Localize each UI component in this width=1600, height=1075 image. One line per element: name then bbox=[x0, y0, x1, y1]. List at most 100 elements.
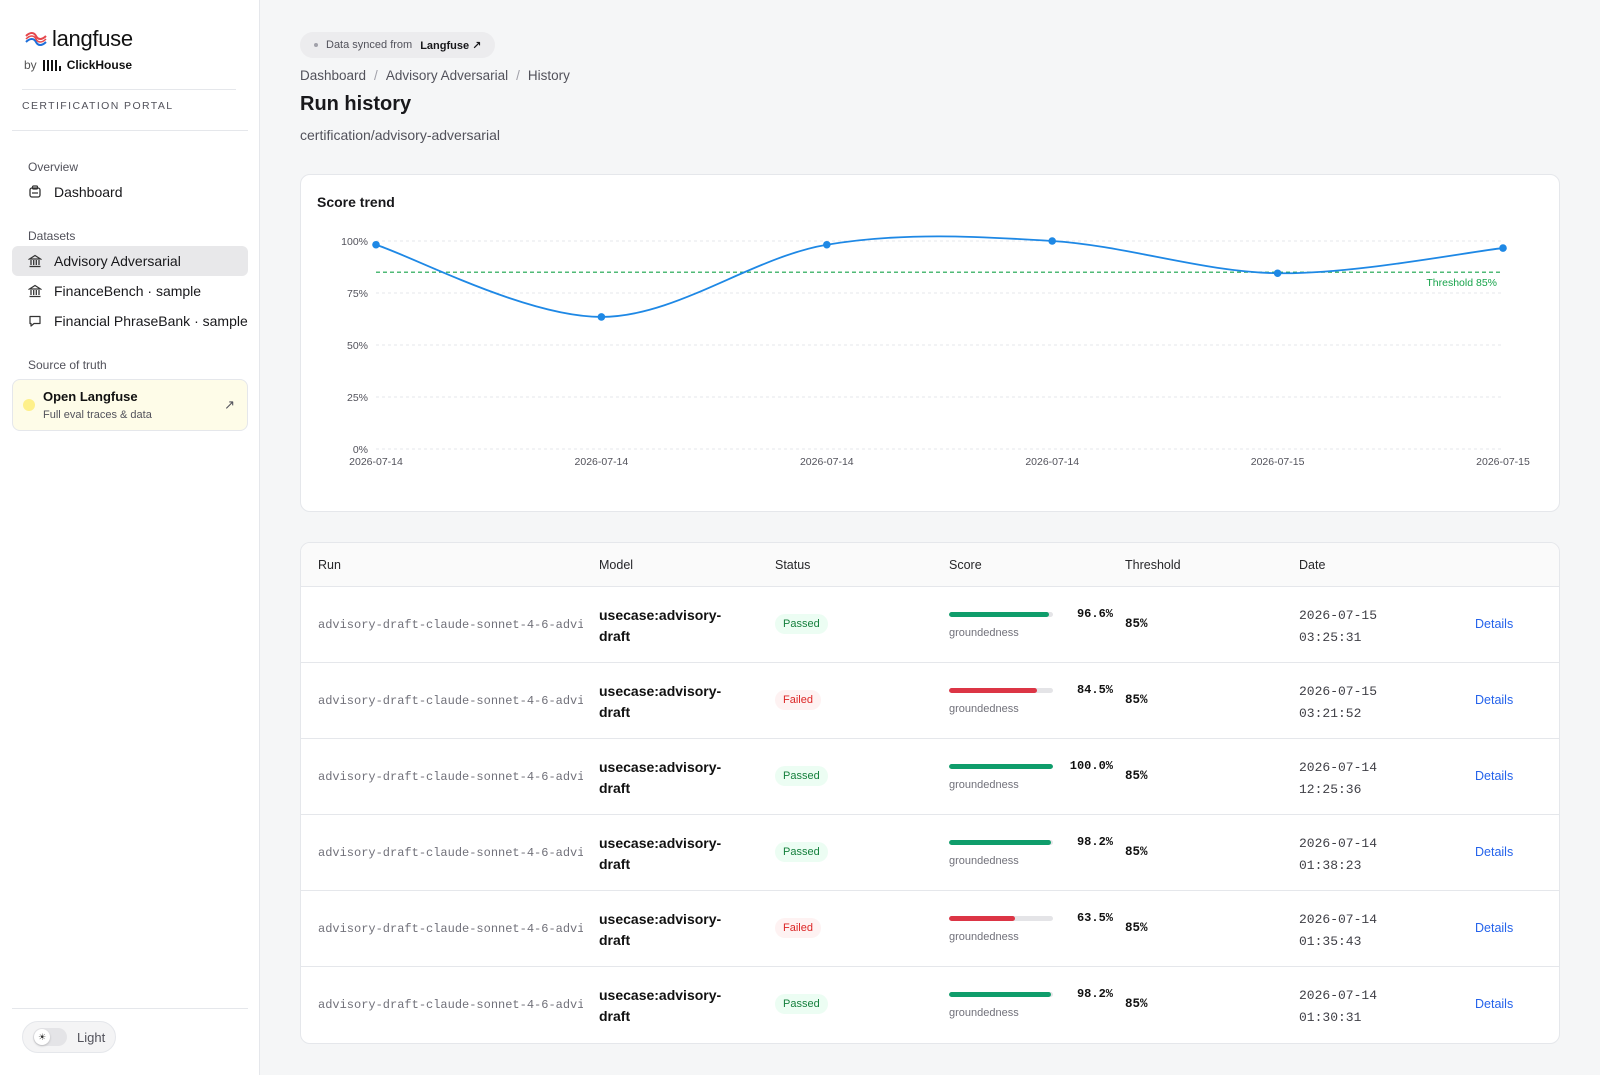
series-line bbox=[375, 235, 1504, 318]
table-row[interactable]: advisory-draft-claude-sonnet-4-6-advisor… bbox=[301, 815, 1559, 891]
status-badge: Failed bbox=[775, 918, 821, 938]
x-tick-label: 2026-07-14 bbox=[800, 456, 854, 468]
data-point bbox=[1048, 237, 1056, 245]
page-title: Run history bbox=[300, 93, 412, 115]
column-threshold[interactable]: Threshold bbox=[1125, 558, 1181, 572]
sun-icon: ☀ bbox=[34, 1029, 50, 1045]
x-tick-label: 2026-07-14 bbox=[575, 456, 629, 468]
run-date-time: 01:38:23 bbox=[1299, 857, 1362, 873]
sidebar-item-label: Advisory Adversarial bbox=[54, 253, 181, 269]
score-bar bbox=[949, 688, 1053, 693]
table-row[interactable]: advisory-draft-claude-sonnet-4-6-advisor… bbox=[301, 739, 1559, 815]
partner-name: ClickHouse bbox=[66, 58, 133, 72]
run-date: 2026-07-15 03:21:52 bbox=[1299, 681, 1419, 724]
sync-badge[interactable]: Data synced from Langfuse ↗ bbox=[300, 32, 496, 58]
status-badge: Passed bbox=[775, 994, 828, 1014]
breadcrumb-separator: / bbox=[374, 68, 378, 83]
portal-label: CERTIFICATION PORTAL bbox=[22, 100, 174, 112]
score-bar bbox=[949, 916, 1053, 921]
run-name[interactable]: advisory-draft-claude-sonnet-4-6-advisor… bbox=[318, 998, 583, 1012]
details-link[interactable]: Details bbox=[1475, 769, 1514, 783]
run-name[interactable]: advisory-draft-claude-sonnet-4-6-advisor… bbox=[318, 618, 583, 632]
open-langfuse-card[interactable]: Open Langfuse Full eval traces & data ↗ bbox=[12, 379, 248, 431]
score-value: 98.2% bbox=[1076, 835, 1113, 849]
run-name[interactable]: advisory-draft-claude-sonnet-4-6-advisor… bbox=[318, 770, 583, 784]
score-metric: groundedness bbox=[949, 855, 1019, 867]
column-status[interactable]: Status bbox=[775, 558, 811, 572]
breadcrumb: Dashboard / Advisory Adversarial / Histo… bbox=[300, 68, 570, 83]
score-metric: groundedness bbox=[949, 627, 1019, 639]
data-point bbox=[1499, 244, 1507, 252]
model-name: usecase:advisory-draft bbox=[599, 759, 722, 796]
run-name[interactable]: advisory-draft-claude-sonnet-4-6-advisor… bbox=[318, 922, 583, 936]
run-date-day: 2026-07-14 bbox=[1299, 760, 1378, 775]
run-date-time: 12:25:36 bbox=[1299, 781, 1362, 797]
table-row[interactable]: advisory-draft-claude-sonnet-4-6-advisor… bbox=[301, 663, 1559, 739]
threshold-value: 85% bbox=[1125, 617, 1148, 631]
data-point bbox=[1273, 269, 1282, 278]
x-tick-label: 2026-07-14 bbox=[349, 456, 403, 468]
score-bar-fill bbox=[949, 992, 1052, 997]
sidebar-item-label: Dashboard bbox=[54, 184, 123, 200]
y-tick-label: 75% bbox=[347, 288, 368, 300]
threshold-label: Threshold 85% bbox=[1426, 277, 1497, 289]
data-point bbox=[823, 240, 831, 249]
run-date-day: 2026-07-14 bbox=[1299, 912, 1378, 927]
run-name[interactable]: advisory-draft-claude-sonnet-4-6-advisor… bbox=[318, 694, 583, 708]
threshold-value: 85% bbox=[1125, 845, 1148, 859]
sidebar-item-financial-phrasebank[interactable]: Financial PhraseBank · sample bbox=[12, 306, 248, 336]
sidebar-item-financebench[interactable]: FinanceBench · sample bbox=[12, 276, 248, 306]
x-tick-label: 2026-07-14 bbox=[1025, 456, 1079, 468]
theme-toggle[interactable]: ☀ Light bbox=[22, 1021, 116, 1053]
score-metric: groundedness bbox=[949, 1007, 1019, 1019]
run-date-day: 2026-07-15 bbox=[1299, 608, 1378, 623]
column-run[interactable]: Run bbox=[318, 558, 341, 572]
table-row[interactable]: advisory-draft-claude-sonnet-4-6-advisor… bbox=[301, 587, 1559, 663]
run-date-time: 01:30:31 bbox=[1299, 1009, 1362, 1025]
section-datasets: Datasets bbox=[28, 229, 76, 243]
breadcrumb-dataset[interactable]: Advisory Adversarial bbox=[385, 68, 509, 83]
status-badge: Failed bbox=[775, 690, 821, 710]
theme-switch[interactable]: ☀ bbox=[33, 1028, 67, 1046]
open-card-subtitle: Full eval traces & data bbox=[43, 409, 152, 421]
table-row[interactable]: advisory-draft-claude-sonnet-4-6-advisor… bbox=[301, 967, 1559, 1043]
table-row[interactable]: advisory-draft-claude-sonnet-4-6-advisor… bbox=[301, 891, 1559, 967]
sidebar-item-dashboard[interactable]: Dashboard bbox=[12, 177, 248, 207]
run-date: 2026-07-15 03:25:31 bbox=[1299, 605, 1419, 648]
threshold-value: 85% bbox=[1125, 769, 1148, 783]
score-bar bbox=[949, 992, 1053, 997]
sync-prefix: Data synced from bbox=[326, 39, 413, 51]
column-score[interactable]: Score bbox=[949, 558, 982, 572]
score-trend-chart: 0% 25% 50% 75% 100% 2026-07-14 2026-07-14 2026-… bbox=[341, 235, 1530, 468]
threshold-value: 85% bbox=[1125, 997, 1148, 1011]
threshold-value: 85% bbox=[1125, 921, 1148, 935]
score-value: 98.2% bbox=[1076, 987, 1113, 1001]
byline-by: by bbox=[24, 58, 37, 72]
brand[interactable]: langfuse by ClickHouse bbox=[24, 26, 133, 72]
page-subtitle: certification/advisory-adversarial bbox=[300, 127, 500, 143]
details-link[interactable]: Details bbox=[1475, 845, 1514, 859]
breadcrumb-dashboard[interactable]: Dashboard bbox=[300, 68, 367, 83]
sync-source: Langfuse ↗ bbox=[420, 39, 482, 52]
run-date-day: 2026-07-14 bbox=[1299, 836, 1378, 851]
run-name[interactable]: advisory-draft-claude-sonnet-4-6-advisor… bbox=[318, 846, 583, 860]
y-tick-label: 100% bbox=[341, 236, 368, 248]
details-link[interactable]: Details bbox=[1475, 617, 1514, 631]
score-value: 63.5% bbox=[1076, 911, 1113, 925]
score-metric: groundedness bbox=[949, 931, 1019, 943]
details-link[interactable]: Details bbox=[1475, 997, 1514, 1011]
chat-icon bbox=[28, 314, 42, 328]
divider bbox=[12, 1008, 248, 1009]
run-date-day: 2026-07-14 bbox=[1299, 988, 1378, 1003]
status-badge: Passed bbox=[775, 842, 828, 862]
run-date-time: 03:21:52 bbox=[1299, 705, 1362, 721]
sync-dot-icon bbox=[314, 43, 318, 47]
score-bar bbox=[949, 612, 1053, 617]
column-date[interactable]: Date bbox=[1299, 558, 1326, 572]
sidebar-item-advisory-adversarial[interactable]: Advisory Adversarial bbox=[12, 246, 248, 276]
score-bar-fill bbox=[949, 688, 1037, 693]
threshold-value: 85% bbox=[1125, 693, 1148, 707]
details-link[interactable]: Details bbox=[1475, 921, 1514, 935]
column-model[interactable]: Model bbox=[599, 558, 634, 572]
details-link[interactable]: Details bbox=[1475, 693, 1514, 707]
